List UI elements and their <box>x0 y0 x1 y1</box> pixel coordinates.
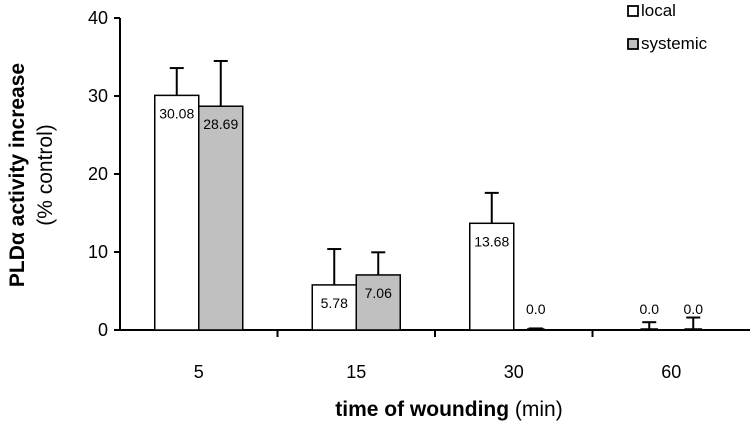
legend-label-systemic: systemic <box>641 34 708 53</box>
bar-local <box>469 222 515 331</box>
bars <box>154 59 703 331</box>
bar-systemic <box>198 105 244 331</box>
y-axis-title-normal: (% control) <box>34 124 57 226</box>
y-tick-label: 10 <box>88 242 108 262</box>
y-tick-label: 30 <box>88 86 108 106</box>
y-axis-title-bold: PLDα activity increase <box>6 63 29 287</box>
legend-label-local: local <box>641 1 676 20</box>
x-axis-title: time of wounding (min) <box>335 398 562 421</box>
data-label: 0.0 <box>526 301 546 317</box>
legend-swatch-systemic <box>627 38 639 50</box>
bar-local <box>311 284 357 331</box>
bar-systemic <box>355 274 401 331</box>
data-label: 5.78 <box>321 295 348 311</box>
data-label: 28.69 <box>203 116 238 132</box>
x-tick-label: 30 <box>504 362 524 382</box>
data-label: 30.08 <box>159 105 194 121</box>
data-label: 7.06 <box>365 285 392 301</box>
bar-local <box>154 94 200 331</box>
legend-swatch-local <box>627 5 639 17</box>
y-tick-label: 40 <box>88 8 108 28</box>
x-tick-label: 5 <box>194 362 204 382</box>
x-axis-title-normal: (min) <box>509 398 563 421</box>
data-label: 0.0 <box>640 301 660 317</box>
x-tick-label: 60 <box>661 362 681 382</box>
data-label: 0.0 <box>684 301 704 317</box>
x-axis-title-bold: time of wounding <box>335 398 509 421</box>
x-tick-label: 15 <box>346 362 366 382</box>
y-tick-label: 0 <box>98 320 108 340</box>
data-label: 13.68 <box>474 233 509 249</box>
y-tick-label: 20 <box>88 164 108 184</box>
labels: 30.08 5.78 13.68 0.0 28.69 7.06 0.0 0.0 <box>159 105 703 317</box>
legend: local systemic <box>627 1 708 53</box>
